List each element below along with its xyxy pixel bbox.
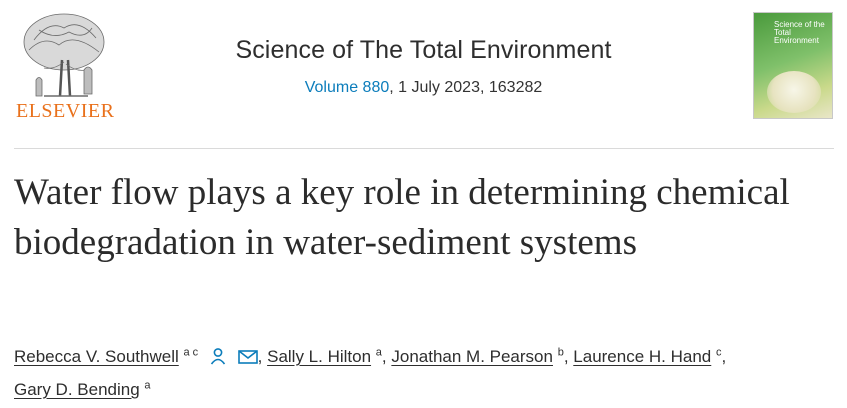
author-affiliation-4: c	[716, 346, 722, 359]
separator: ,	[721, 347, 727, 366]
author-name-1[interactable]: Rebecca V. Southwell	[14, 347, 179, 366]
separator: ,	[563, 347, 574, 366]
volume-line: Volume 880, 1 July 2023, 163282	[0, 79, 847, 97]
author-list: Rebecca V. Southwell a c , Sally L. Hilt…	[14, 342, 834, 405]
author-name-4[interactable]: Laurence H. Hand	[573, 347, 712, 366]
volume-link[interactable]: Volume 880	[304, 79, 390, 96]
article-title: Water flow plays a key role in determini…	[14, 172, 790, 263]
journal-title[interactable]: Science of The Total Environment	[235, 36, 612, 64]
author-affiliation-1: a c	[183, 346, 199, 359]
author-affiliation-3: b	[557, 346, 564, 359]
author-affiliation-5: a	[144, 379, 151, 392]
separator: ,	[257, 347, 268, 366]
volume-details: , 1 July 2023, 163282	[389, 79, 543, 96]
author-name-3[interactable]: Jonathan M. Pearson	[391, 347, 553, 366]
author-name-5[interactable]: Gary D. Bending	[14, 380, 140, 399]
author-line-2: Gary D. Bending a	[14, 375, 834, 405]
header-divider	[14, 148, 834, 149]
publisher-logo[interactable]	[14, 10, 118, 122]
person-icon[interactable]	[209, 345, 227, 375]
journal-cover[interactable]: Science of the Total Environment	[753, 12, 833, 119]
cover-graphic	[767, 71, 821, 113]
author-affiliation-2: a	[375, 346, 382, 359]
author-name-2[interactable]: Sally L. Hilton	[267, 347, 372, 366]
envelope-icon[interactable]	[237, 345, 258, 375]
separator: ,	[381, 347, 392, 366]
elsevier-tree-icon	[23, 13, 105, 97]
publisher-name[interactable]: ELSEVIER	[16, 100, 115, 122]
cover-title: Science of the Total Environment	[774, 20, 825, 45]
